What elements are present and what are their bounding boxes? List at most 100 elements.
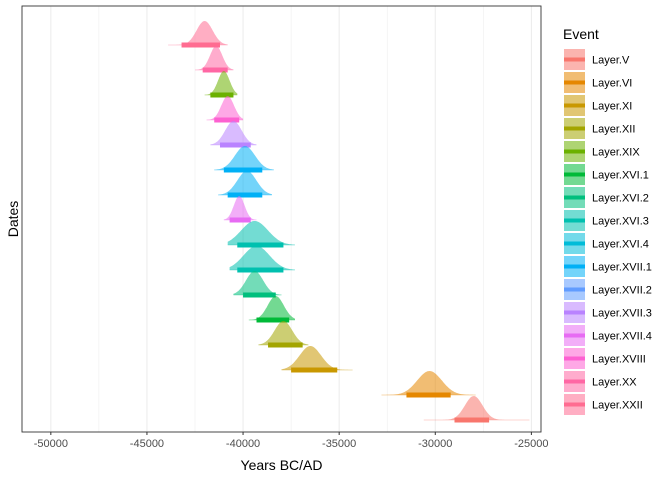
density-area bbox=[381, 371, 476, 395]
legend-label: Layer.XVI.2 bbox=[592, 193, 649, 205]
legend-key-bar bbox=[564, 402, 585, 407]
x-axis-title: Years BC/AD bbox=[241, 457, 323, 473]
legend-key-bar bbox=[564, 172, 585, 177]
legend-item-layer-vi: Layer.VI bbox=[564, 72, 632, 93]
series-layer-xvii-1 bbox=[214, 146, 274, 173]
legend-key-bar bbox=[564, 103, 585, 108]
legend-title: Event bbox=[563, 26, 599, 42]
legend-item-layer-xvi-1: Layer.XVI.1 bbox=[564, 164, 649, 185]
series-layer-xvii-4 bbox=[223, 196, 257, 223]
series-layer-xi bbox=[281, 346, 353, 373]
density-area bbox=[204, 71, 238, 95]
density-area bbox=[206, 96, 244, 120]
hpd-interval-bar bbox=[227, 192, 263, 198]
legend-label: Layer.XIX bbox=[592, 147, 640, 159]
series-layer-xvi-1 bbox=[248, 296, 295, 323]
legend-label: Layer.XVI.4 bbox=[592, 239, 649, 251]
series-layer-xvi-4 bbox=[229, 246, 295, 273]
legend-item-layer-xvii-2: Layer.XVII.2 bbox=[564, 279, 652, 300]
x-tick-label: -35000 bbox=[322, 438, 356, 450]
grid-lines bbox=[50, 6, 532, 432]
hpd-interval-bar bbox=[219, 142, 251, 148]
legend-key-bar bbox=[564, 287, 585, 292]
series-layer-xii bbox=[258, 321, 309, 348]
density-area bbox=[248, 296, 295, 320]
series-layer-xxii bbox=[168, 21, 228, 48]
legend-key-bar bbox=[564, 80, 585, 85]
legend-item-layer-xii: Layer.XII bbox=[564, 118, 635, 139]
x-axis: -50000 -45000 -40000 -35000 -30000 -25000 bbox=[34, 432, 549, 450]
legend-label: Layer.XVII.3 bbox=[592, 308, 652, 320]
legend-key-bar bbox=[564, 126, 585, 131]
x-tick-label: -30000 bbox=[418, 438, 452, 450]
legend-key-bar bbox=[564, 218, 585, 223]
density-area bbox=[214, 146, 274, 170]
legend-label: Layer.XX bbox=[592, 377, 637, 389]
legend-label: Layer.XI bbox=[592, 101, 632, 113]
hpd-interval-bar bbox=[210, 92, 234, 98]
plot-panel bbox=[21, 5, 542, 433]
legend-item-layer-xvii-1: Layer.XVII.1 bbox=[564, 256, 652, 277]
legend-item-layer-xxii: Layer.XXII bbox=[564, 394, 643, 415]
legend-label: Layer.XII bbox=[592, 124, 635, 136]
y-axis-title: Dates bbox=[5, 201, 21, 238]
legend-label: Layer.XXII bbox=[592, 400, 643, 412]
legend-key-bar bbox=[564, 241, 585, 246]
series-layer-xx bbox=[195, 46, 234, 73]
legend-item-layer-xi: Layer.XI bbox=[564, 95, 632, 116]
density-area bbox=[223, 196, 257, 220]
legend-key-bar bbox=[564, 57, 585, 62]
series-layer-xvi-3 bbox=[227, 221, 295, 248]
legend-item-layer-xx: Layer.XX bbox=[564, 371, 637, 392]
series-layer-xvii-3 bbox=[210, 121, 257, 148]
legend-label: Layer.XVIII bbox=[592, 354, 646, 366]
legend-key-bar bbox=[564, 356, 585, 361]
legend-label: Layer.XVII.2 bbox=[592, 285, 652, 297]
legend-item-layer-xix: Layer.XIX bbox=[564, 141, 640, 162]
legend-key-bar bbox=[564, 195, 585, 200]
legend-item-layer-xvii-3: Layer.XVII.3 bbox=[564, 302, 652, 323]
series-layer-xvii-2 bbox=[218, 171, 272, 198]
density-area bbox=[281, 346, 353, 370]
hpd-interval-bar bbox=[214, 117, 240, 123]
hpd-interval-bar bbox=[243, 292, 276, 298]
hpd-interval-bar bbox=[268, 342, 303, 348]
legend-key-bar bbox=[564, 379, 585, 384]
x-tick-label: -50000 bbox=[34, 438, 68, 450]
legend-label: Layer.XVI.3 bbox=[592, 216, 649, 228]
density-area bbox=[218, 171, 272, 195]
legend-key-bar bbox=[564, 310, 585, 315]
hpd-interval-bar bbox=[406, 392, 451, 398]
legend: Event Layer.V Layer.VI Layer.XI Layer.XII La… bbox=[563, 26, 652, 415]
hpd-interval-bar bbox=[202, 67, 228, 73]
legend-item-layer-xviii: Layer.XVIII bbox=[564, 348, 646, 369]
legend-key-bar bbox=[564, 264, 585, 269]
density-series bbox=[168, 21, 530, 423]
hpd-interval-bar bbox=[454, 417, 490, 423]
density-area bbox=[233, 271, 282, 295]
plot-border bbox=[21, 5, 542, 433]
x-tick-label: -45000 bbox=[130, 438, 164, 450]
legend-item-layer-v: Layer.V bbox=[564, 49, 630, 70]
density-area bbox=[229, 246, 295, 270]
legend-item-layer-xvi-3: Layer.XVI.3 bbox=[564, 210, 649, 231]
density-area bbox=[227, 221, 295, 245]
hpd-interval-bar bbox=[237, 267, 284, 273]
density-area bbox=[210, 121, 257, 145]
legend-item-layer-xvi-4: Layer.XVI.4 bbox=[564, 233, 649, 254]
legend-label: Layer.XVI.1 bbox=[592, 170, 649, 182]
series-layer-xix bbox=[204, 71, 238, 98]
hpd-interval-bar bbox=[223, 167, 263, 173]
hpd-interval-bar bbox=[229, 217, 251, 223]
density-area bbox=[168, 21, 228, 45]
hpd-interval-bar bbox=[291, 367, 338, 373]
hpd-interval-bar bbox=[181, 42, 220, 48]
series-layer-vi bbox=[381, 371, 476, 398]
series-layer-xviii bbox=[206, 96, 244, 123]
legend-label: Layer.XVII.4 bbox=[592, 331, 652, 343]
hpd-interval-bar bbox=[256, 317, 290, 323]
series-layer-xvi-2 bbox=[233, 271, 282, 298]
legend-label: Layer.V bbox=[592, 55, 630, 67]
hpd-interval-bar bbox=[237, 242, 284, 248]
